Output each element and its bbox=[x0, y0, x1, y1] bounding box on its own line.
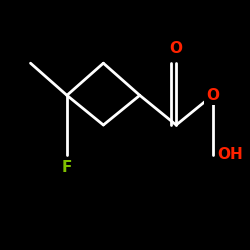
Text: F: F bbox=[62, 160, 72, 174]
Text: O: O bbox=[170, 41, 183, 56]
Text: F: F bbox=[62, 160, 72, 174]
Text: O: O bbox=[206, 88, 219, 103]
Text: O: O bbox=[170, 41, 183, 56]
Text: OH: OH bbox=[218, 147, 243, 162]
Text: OH: OH bbox=[218, 147, 243, 162]
Text: O: O bbox=[206, 88, 219, 103]
